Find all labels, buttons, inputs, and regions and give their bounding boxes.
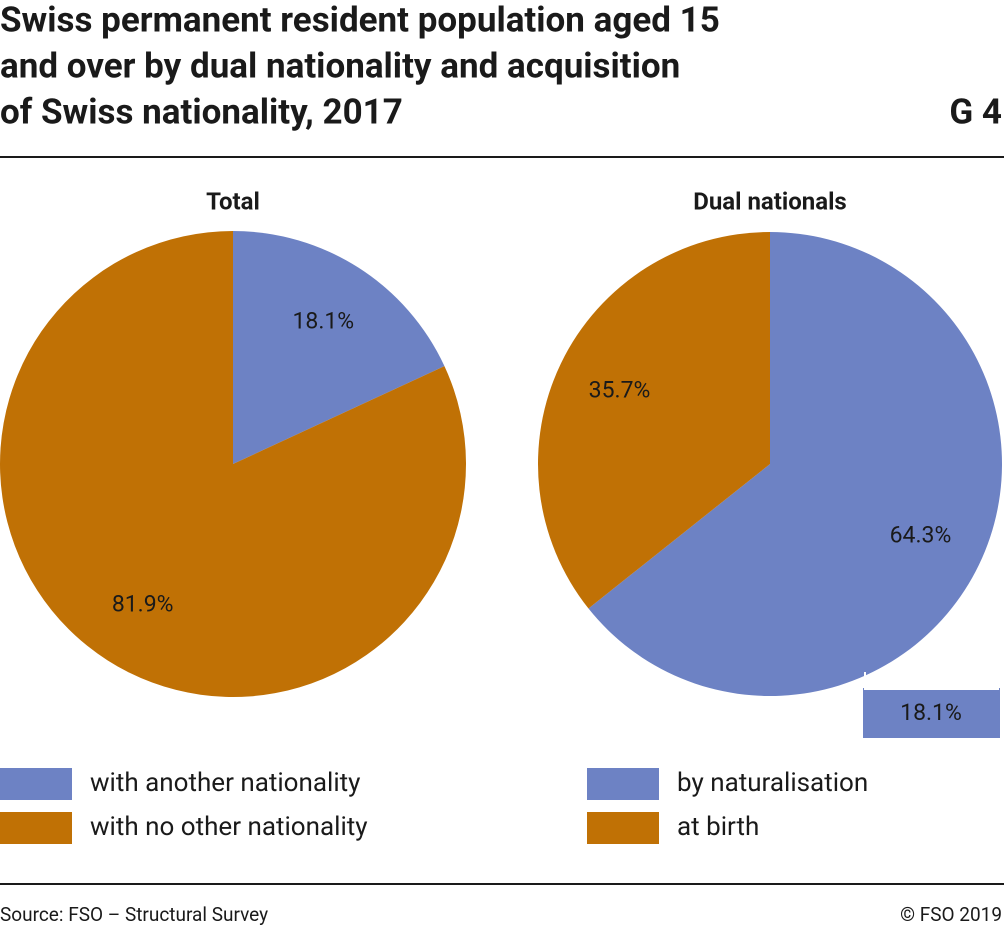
legend-swatch <box>0 768 72 800</box>
pie-title: Total <box>206 187 260 215</box>
slice-label: 81.9% <box>112 590 174 617</box>
legend-label: at birth <box>677 812 759 842</box>
pie-slice <box>588 232 1003 696</box>
figure-number: G 4 <box>949 91 1002 132</box>
source: Source: FSO – Structural Survey <box>0 903 268 926</box>
title-line: of Swiss nationality, 2017 <box>0 91 403 132</box>
copyright: © FSO 2019 <box>900 903 1002 926</box>
title-line: Swiss permanent resident population aged… <box>0 0 720 40</box>
legend-swatch <box>587 768 659 800</box>
legend-label: with another nationality <box>90 768 360 798</box>
legend-label: with no other nationality <box>90 812 368 842</box>
annotation-bracket <box>864 625 999 690</box>
legend-swatch <box>0 812 72 844</box>
pie-title: Dual nationals <box>693 187 847 215</box>
legend-label: by naturalisation <box>677 768 868 798</box>
legend-swatch <box>587 812 659 844</box>
pie-slice <box>233 231 445 464</box>
slice-label: 64.3% <box>890 522 952 549</box>
annotation-box <box>863 688 1000 738</box>
pie-slice <box>538 232 770 609</box>
annotation-label: 18.1% <box>900 699 962 726</box>
title-line: and over by dual nationality and acquisi… <box>0 45 680 86</box>
slice-label: 35.7% <box>589 377 651 404</box>
pie-slice <box>0 231 467 697</box>
slice-label: 18.1% <box>292 308 354 335</box>
